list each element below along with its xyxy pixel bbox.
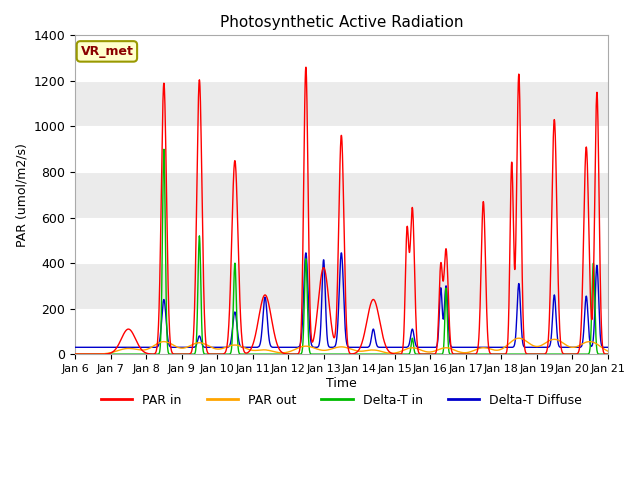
PAR in bbox=[604, 351, 611, 357]
PAR in bbox=[496, 351, 504, 357]
PAR out bbox=[572, 344, 579, 350]
PAR out bbox=[368, 347, 376, 353]
Delta-T Diffuse bbox=[220, 345, 227, 350]
Delta-T Diffuse bbox=[557, 345, 564, 350]
Delta-T Diffuse bbox=[71, 345, 79, 350]
PAR out bbox=[356, 348, 364, 354]
Delta-T in bbox=[357, 351, 365, 357]
Delta-T in bbox=[604, 351, 611, 357]
Bar bbox=[75, 263, 607, 309]
Line: PAR in: PAR in bbox=[75, 67, 607, 354]
Bar bbox=[75, 172, 607, 217]
PAR in bbox=[369, 297, 376, 303]
PAR in bbox=[71, 351, 79, 357]
Delta-T Diffuse bbox=[572, 345, 579, 350]
Y-axis label: PAR (umol/m2/s): PAR (umol/m2/s) bbox=[15, 143, 28, 247]
PAR out bbox=[557, 338, 564, 344]
PAR out bbox=[496, 347, 504, 353]
PAR in bbox=[357, 343, 365, 349]
Line: PAR out: PAR out bbox=[75, 338, 607, 354]
Delta-T in bbox=[160, 146, 168, 152]
Bar bbox=[75, 81, 607, 126]
PAR out bbox=[71, 351, 79, 357]
Delta-T in bbox=[220, 351, 228, 357]
Delta-T Diffuse bbox=[357, 345, 365, 350]
X-axis label: Time: Time bbox=[326, 377, 356, 390]
Title: Photosynthetic Active Radiation: Photosynthetic Active Radiation bbox=[220, 15, 463, 30]
PAR out bbox=[515, 336, 523, 341]
Line: Delta-T in: Delta-T in bbox=[75, 149, 607, 354]
PAR in bbox=[220, 351, 227, 357]
Delta-T Diffuse bbox=[302, 250, 310, 256]
Text: VR_met: VR_met bbox=[81, 45, 133, 58]
Delta-T in bbox=[369, 351, 376, 357]
Delta-T in bbox=[496, 351, 504, 357]
Delta-T Diffuse bbox=[369, 329, 376, 335]
Delta-T Diffuse bbox=[604, 345, 611, 350]
PAR out bbox=[220, 345, 227, 351]
Delta-T in bbox=[572, 351, 579, 357]
Legend: PAR in, PAR out, Delta-T in, Delta-T Diffuse: PAR in, PAR out, Delta-T in, Delta-T Dif… bbox=[96, 389, 587, 412]
Delta-T Diffuse bbox=[496, 345, 504, 350]
PAR in bbox=[572, 351, 579, 357]
PAR in bbox=[302, 64, 310, 70]
PAR out bbox=[604, 348, 611, 354]
Line: Delta-T Diffuse: Delta-T Diffuse bbox=[75, 253, 607, 348]
Delta-T in bbox=[557, 351, 564, 357]
PAR in bbox=[557, 341, 564, 347]
Delta-T in bbox=[71, 351, 79, 357]
